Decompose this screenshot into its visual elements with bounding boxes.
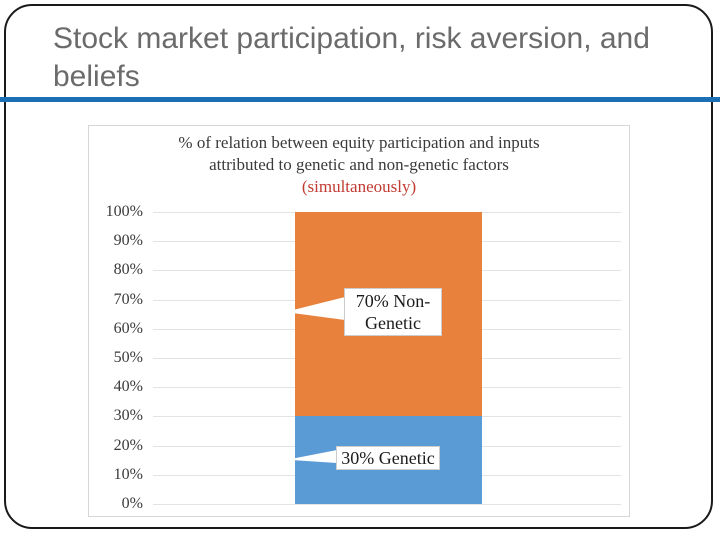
y-axis-tick-label: 50% xyxy=(113,349,143,366)
slide-title-line-1: Stock market participation, risk aversio… xyxy=(53,22,650,55)
title-divider-rule xyxy=(0,97,720,102)
chart-title: % of relation between equity participati… xyxy=(89,132,629,198)
slide-title-line-2: beliefs xyxy=(53,60,140,93)
y-axis-tick-label: 90% xyxy=(113,232,143,250)
chart-subtitle: (simultaneously) xyxy=(301,177,417,196)
y-axis-tick-label: 60% xyxy=(113,319,143,337)
callout-label-genetic: 30% Genetic xyxy=(336,446,440,470)
y-axis-tick-label: 30% xyxy=(113,407,143,425)
chart-title-line-1: % of relation between equity participati… xyxy=(178,133,540,152)
gridline xyxy=(153,504,621,505)
slide-title: Stock market participation, risk aversio… xyxy=(53,20,693,96)
callout-label-non-genetic: 70% Non- Genetic xyxy=(344,288,442,336)
y-axis-tick-label: 40% xyxy=(113,378,143,396)
y-axis-tick-label: 0% xyxy=(121,495,143,512)
y-axis-tick-label: 80% xyxy=(113,261,143,279)
chart-title-line-2: attributed to genetic and non-genetic fa… xyxy=(209,155,509,174)
y-axis-tick-label: 10% xyxy=(113,465,143,483)
y-axis-tick-label: 100% xyxy=(105,203,143,220)
stacked-bar-chart: % of relation between equity participati… xyxy=(88,125,630,517)
y-axis-tick-label: 20% xyxy=(113,436,143,454)
callout-non-genetic-line-2: Genetic xyxy=(365,313,421,333)
y-axis-tick-label: 70% xyxy=(113,290,143,308)
callout-non-genetic-line-1: 70% Non- xyxy=(355,291,431,311)
